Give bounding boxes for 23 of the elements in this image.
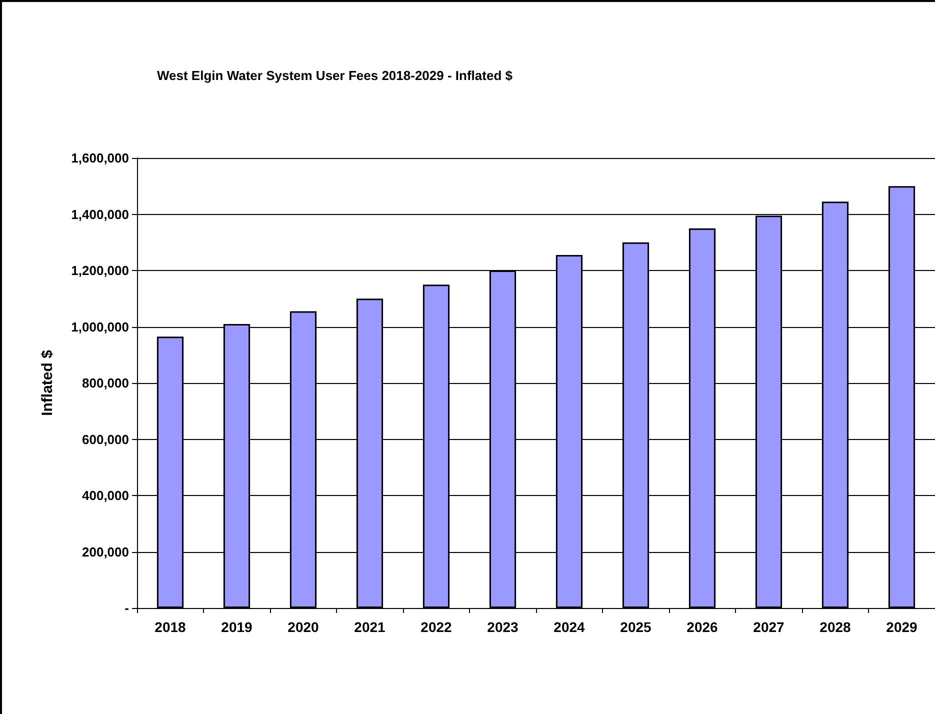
y-tick-label: - xyxy=(124,600,129,616)
x-tick-label: 2023 xyxy=(487,619,519,635)
y-tick-label: 400,000 xyxy=(82,488,129,503)
y-tick-label: 1,200,000 xyxy=(71,263,129,278)
x-tick-label: 2028 xyxy=(820,619,852,635)
x-tick-label: 2029 xyxy=(886,619,918,635)
y-axis-title: Inflated $ xyxy=(39,349,56,416)
y-tick-label: 200,000 xyxy=(82,544,129,560)
x-tick-label: 2022 xyxy=(420,619,452,635)
x-tick-label: 2024 xyxy=(554,619,586,635)
y-tick-label: 1,000,000 xyxy=(71,319,129,334)
x-tick-label: 2020 xyxy=(288,619,320,635)
y-tick-label: 600,000 xyxy=(82,432,129,447)
x-tick-label: 2018 xyxy=(154,619,186,635)
x-tick-label: 2027 xyxy=(753,619,785,635)
y-tick-label: 800,000 xyxy=(82,376,129,390)
x-tick-label: 2025 xyxy=(620,619,652,635)
chart-title: West Elgin Water System User Fees 2018-2029 - Inflated $ xyxy=(157,68,514,83)
y-tick-label: 1,400,000 xyxy=(71,206,129,222)
x-tick-label: 2021 xyxy=(354,619,386,635)
y-tick-label: 1,600,000 xyxy=(71,150,129,166)
x-tick-label: 2026 xyxy=(686,619,718,635)
x-tick-label: 2019 xyxy=(221,619,253,635)
